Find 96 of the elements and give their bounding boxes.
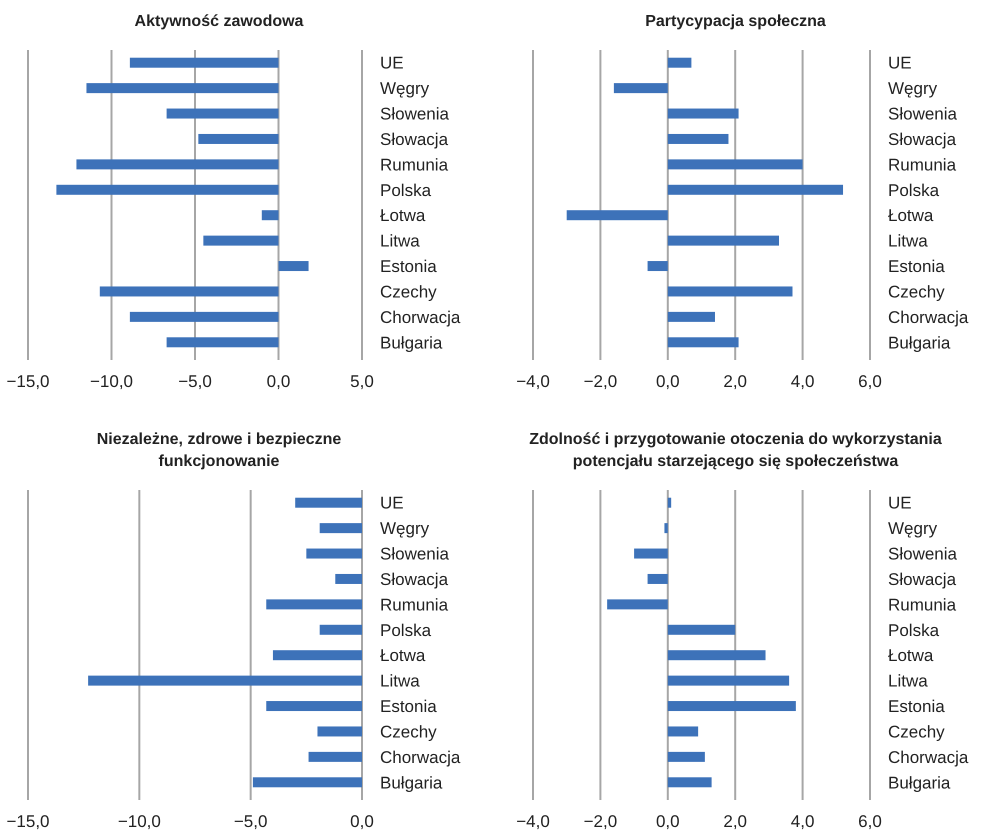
y-tick-label: Rumunia xyxy=(888,155,957,174)
bar xyxy=(668,624,736,635)
bar xyxy=(668,134,728,144)
y-tick-label: Słowenia xyxy=(380,544,450,564)
y-tick-label: Polska xyxy=(888,180,940,200)
y-tick-label: Słowenia xyxy=(888,544,958,564)
x-tick-label: −5,0 xyxy=(234,812,268,831)
y-tick-label: Rumunia xyxy=(380,595,449,614)
y-tick-label: Czechy xyxy=(380,722,438,742)
y-tick-label: Rumunia xyxy=(380,155,449,174)
bar xyxy=(668,236,780,246)
y-tick-label: Słowacja xyxy=(380,570,449,589)
chart-title: Partycypacja społeczna xyxy=(645,13,826,30)
bar xyxy=(668,676,790,686)
y-tick-label: Czechy xyxy=(888,282,946,302)
chart-title: Zdolność i przygotowanie otoczenia do wykorzystania potencjału starzejącego się społeczeństwa xyxy=(529,431,942,470)
y-tick-label: Polska xyxy=(380,180,432,200)
y-tick-label: Polska xyxy=(888,620,940,640)
bar xyxy=(634,548,668,559)
y-tick-label: Łotwa xyxy=(380,206,426,226)
x-tick-label: 4,0 xyxy=(790,812,814,831)
y-tick-label: Litwa xyxy=(888,232,928,251)
y-tick-label: Łotwa xyxy=(888,646,934,666)
y-tick-label: Węgry xyxy=(380,79,430,98)
bar xyxy=(668,726,698,736)
x-tick-label: −5,0 xyxy=(178,372,212,391)
x-tick-label: 6,0 xyxy=(858,372,882,391)
y-tick-label: Łotwa xyxy=(888,206,934,226)
bar xyxy=(614,83,668,94)
y-tick-label: Chorwacja xyxy=(380,308,461,327)
x-tick-label: −2,0 xyxy=(584,812,618,831)
bar xyxy=(668,286,792,296)
y-tick-label: Estonia xyxy=(888,257,946,276)
x-tick-label: 2,0 xyxy=(723,812,748,831)
y-tick-label: Chorwacja xyxy=(380,748,461,767)
chart-title: Aktywność zawodowa xyxy=(134,13,304,30)
y-tick-label: Estonia xyxy=(380,257,438,276)
x-tick-label: 4,0 xyxy=(790,372,814,391)
y-tick-label: Węgry xyxy=(380,519,430,538)
bar xyxy=(668,337,739,348)
y-tick-label: Węgry xyxy=(888,79,938,98)
y-tick-label: Litwa xyxy=(380,672,420,691)
y-tick-label: Bułgaria xyxy=(888,333,951,352)
bar xyxy=(648,261,668,272)
x-tick-label: −2,0 xyxy=(584,372,618,391)
y-tick-label: Litwa xyxy=(380,232,420,251)
x-tick-label: 5,0 xyxy=(350,372,374,391)
x-tick-label: 0,0 xyxy=(266,372,290,391)
x-tick-label: −15,0 xyxy=(6,372,50,391)
y-tick-label: UE xyxy=(888,494,912,513)
bar xyxy=(668,159,803,170)
x-tick-label: 2,0 xyxy=(723,372,748,391)
y-tick-label: Bułgaria xyxy=(888,773,951,792)
y-tick-label: Chorwacja xyxy=(888,748,969,767)
y-tick-label: Słowacja xyxy=(888,570,957,589)
x-tick-label: 0,0 xyxy=(350,812,374,831)
x-tick-label: 6,0 xyxy=(858,812,882,831)
y-tick-label: Litwa xyxy=(888,672,928,691)
bar xyxy=(566,210,668,220)
y-tick-label: Estonia xyxy=(888,697,946,716)
y-tick-label: UE xyxy=(380,494,404,513)
x-tick-label: −15,0 xyxy=(6,812,50,831)
y-tick-label: Bułgaria xyxy=(380,773,443,792)
y-tick-label: UE xyxy=(888,54,912,73)
bar xyxy=(668,777,712,788)
y-tick-label: Słowenia xyxy=(888,104,958,124)
y-tick-label: Rumunia xyxy=(888,595,957,614)
y-tick-label: Słowacja xyxy=(380,130,449,149)
bar xyxy=(668,58,692,68)
bar xyxy=(668,752,705,762)
bar xyxy=(607,599,668,610)
y-tick-label: Czechy xyxy=(888,722,946,742)
x-tick-label: −10,0 xyxy=(118,812,161,831)
y-tick-label: Chorwacja xyxy=(888,308,969,327)
bar xyxy=(668,650,766,660)
y-tick-label: Węgry xyxy=(888,519,938,538)
bar xyxy=(648,574,668,584)
y-tick-label: UE xyxy=(380,54,404,73)
x-tick-label: 0,0 xyxy=(656,812,680,831)
chart-title: Niezależne, zdrowe i bezpieczne funkcjonowanie xyxy=(96,431,342,470)
y-tick-label: Bułgaria xyxy=(380,333,443,352)
x-tick-label: 0,0 xyxy=(656,372,680,391)
y-tick-label: Czechy xyxy=(380,282,438,302)
bar xyxy=(668,184,844,195)
y-tick-label: Estonia xyxy=(380,697,438,716)
y-tick-label: Słowacja xyxy=(888,130,957,149)
y-tick-label: Łotwa xyxy=(380,646,426,666)
x-tick-label: −10,0 xyxy=(90,372,134,391)
y-tick-label: Polska xyxy=(380,620,432,640)
bar xyxy=(668,312,715,322)
bar xyxy=(668,108,739,119)
bar xyxy=(668,701,796,712)
x-tick-label: −4,0 xyxy=(516,812,550,831)
y-tick-label: Słowenia xyxy=(380,104,450,124)
bar xyxy=(664,523,668,534)
x-tick-label: −4,0 xyxy=(516,372,550,391)
